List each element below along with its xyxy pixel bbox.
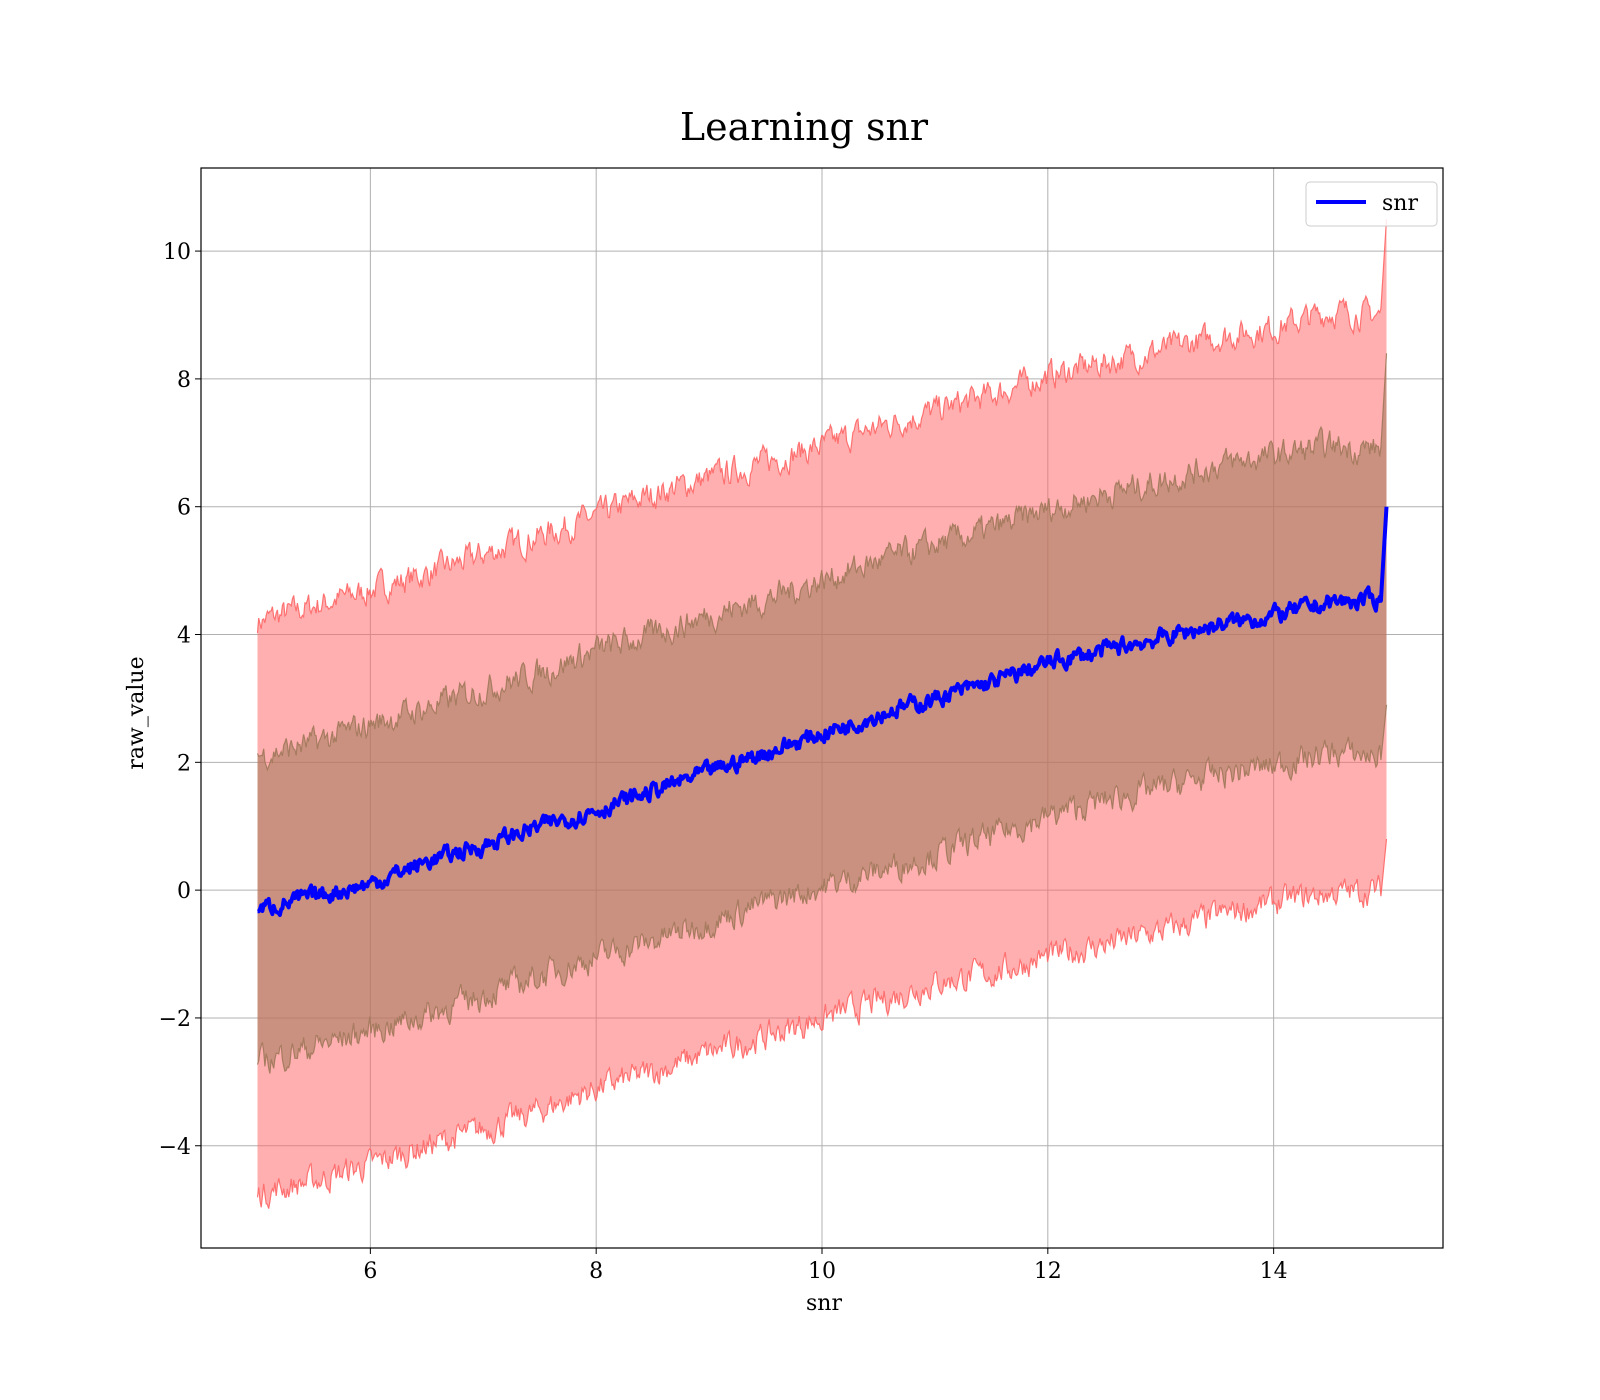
y-tick-label: −4 — [159, 1135, 191, 1160]
axis-ticks: 6 8 10 12 14 −4 −2 0 2 4 6 8 10 — [159, 240, 1288, 1284]
legend-box — [1305, 181, 1438, 227]
x-axis-title: snr — [806, 1291, 842, 1316]
band-fill — [257, 353, 1387, 1074]
band-areas — [256, 219, 1388, 1209]
band-lower-edge — [256, 838, 1388, 1209]
y-tick-label: 4 — [177, 624, 191, 649]
y-tick-label: −2 — [159, 1007, 191, 1032]
x-tick-label: 8 — [589, 1259, 603, 1284]
x-tick-label: 6 — [363, 1259, 377, 1284]
y-axis-title: raw_value — [124, 656, 149, 769]
y-tick-label: 0 — [177, 879, 191, 904]
legend-label-snr: snr — [1382, 191, 1418, 216]
band-upper-edge — [256, 353, 1388, 772]
x-tick-label: 10 — [808, 1259, 836, 1284]
band-lower-edge — [256, 704, 1388, 1074]
y-tick-label: 2 — [177, 751, 191, 776]
series-line-snr — [256, 506, 1389, 917]
band-upper-edge — [256, 219, 1388, 633]
y-tick-label: 8 — [177, 368, 191, 393]
legend: snr — [1305, 181, 1438, 227]
x-tick-label: 12 — [1034, 1259, 1062, 1284]
series-lines — [256, 506, 1389, 917]
y-tick-label: 6 — [177, 496, 191, 521]
x-tick-label: 14 — [1260, 1259, 1288, 1284]
y-tick-label: 10 — [163, 240, 191, 265]
chart-title: Learning snr — [680, 105, 929, 149]
